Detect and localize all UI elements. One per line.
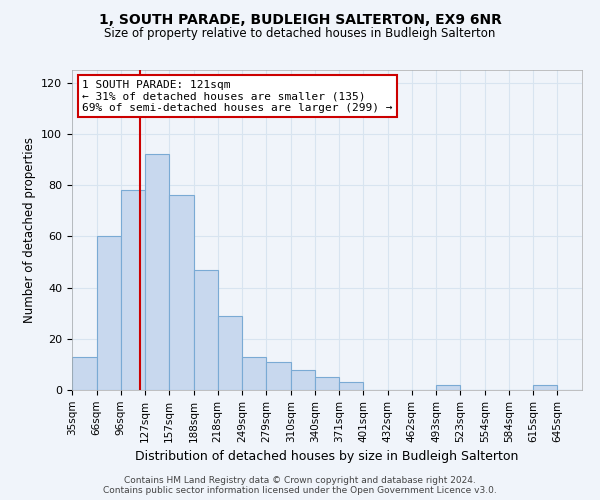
Bar <box>242 356 266 390</box>
Text: Size of property relative to detached houses in Budleigh Salterton: Size of property relative to detached ho… <box>104 28 496 40</box>
Bar <box>291 370 314 390</box>
Bar <box>169 196 194 390</box>
Bar <box>314 377 340 390</box>
Bar <box>72 356 97 390</box>
Bar <box>436 385 460 390</box>
X-axis label: Distribution of detached houses by size in Budleigh Salterton: Distribution of detached houses by size … <box>136 450 518 463</box>
Y-axis label: Number of detached properties: Number of detached properties <box>23 137 35 323</box>
Bar <box>145 154 169 390</box>
Text: 1 SOUTH PARADE: 121sqm
← 31% of detached houses are smaller (135)
69% of semi-de: 1 SOUTH PARADE: 121sqm ← 31% of detached… <box>82 80 392 113</box>
Bar <box>266 362 291 390</box>
Bar <box>194 270 218 390</box>
Bar <box>218 316 242 390</box>
Bar <box>97 236 121 390</box>
Bar <box>340 382 363 390</box>
Bar <box>121 190 145 390</box>
Bar <box>533 385 557 390</box>
Text: 1, SOUTH PARADE, BUDLEIGH SALTERTON, EX9 6NR: 1, SOUTH PARADE, BUDLEIGH SALTERTON, EX9… <box>98 12 502 26</box>
Text: Contains HM Land Registry data © Crown copyright and database right 2024.
Contai: Contains HM Land Registry data © Crown c… <box>103 476 497 495</box>
